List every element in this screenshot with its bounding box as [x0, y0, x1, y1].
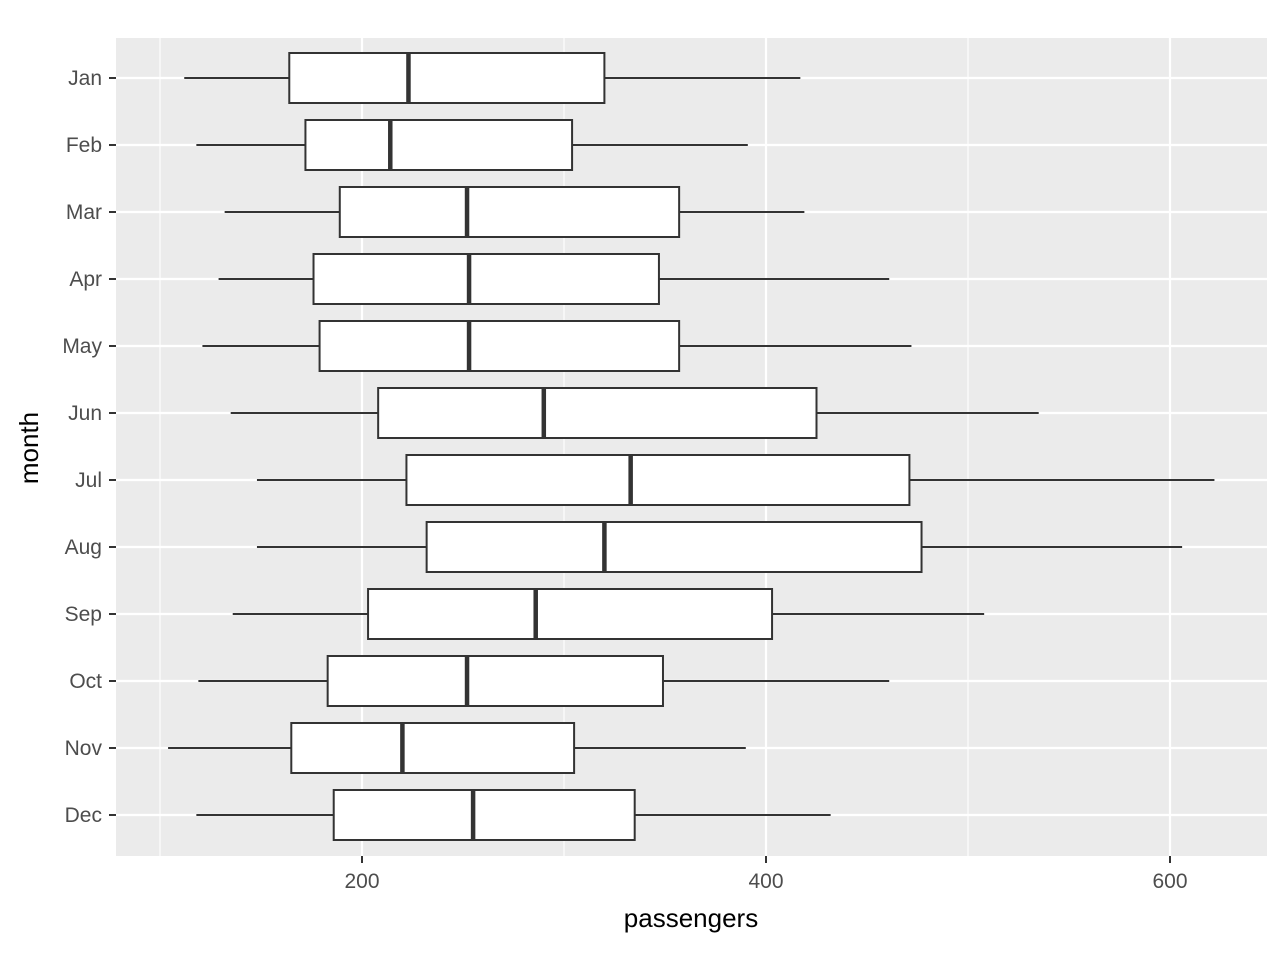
y-tick-label: Mar	[66, 201, 102, 224]
y-tick-label: Oct	[69, 670, 102, 693]
x-axis-title: passengers	[624, 903, 758, 933]
y-tick-label: May	[62, 335, 102, 358]
box-aug	[256, 521, 1183, 573]
iqr-box	[377, 387, 818, 439]
box-mar	[224, 186, 805, 238]
iqr-box	[304, 119, 574, 171]
box-apr	[218, 253, 890, 305]
iqr-box	[312, 253, 660, 305]
x-tick-label: 600	[1152, 870, 1187, 893]
iqr-box	[367, 588, 774, 640]
axes: Jan Feb Mar Apr May Jun Jul Aug Sep Oct Nov Dec 200 4…	[62, 67, 1187, 893]
iqr-box	[405, 454, 911, 506]
x-tick-label: 400	[748, 870, 783, 893]
iqr-box	[425, 521, 923, 573]
box-nov	[168, 722, 746, 774]
iqr-box	[326, 655, 664, 707]
y-tick-label: Jun	[68, 402, 102, 425]
iqr-box	[288, 52, 606, 104]
y-tick-label: Feb	[66, 134, 102, 157]
y-tick-label: Jan	[68, 67, 102, 90]
y-tick-label: Sep	[65, 603, 102, 626]
box-jun	[230, 387, 1039, 439]
y-tick-label: Jul	[75, 469, 102, 492]
iqr-box	[332, 789, 636, 841]
box-jan	[184, 52, 801, 104]
box-feb	[196, 119, 748, 171]
box-jul	[256, 454, 1215, 506]
box-sep	[232, 588, 985, 640]
panel-background	[116, 38, 1267, 856]
x-tick-label: 200	[344, 870, 379, 893]
iqr-box	[338, 186, 681, 238]
y-tick-label: Aug	[65, 536, 102, 559]
boxes	[168, 52, 1215, 841]
y-tick-label: Apr	[69, 268, 102, 291]
y-tick-label: Nov	[65, 737, 103, 760]
y-axis-title: month	[14, 412, 44, 484]
iqr-box	[318, 320, 681, 372]
iqr-box	[290, 722, 576, 774]
box-dec	[196, 789, 831, 841]
box-oct	[198, 655, 890, 707]
box-may	[202, 320, 912, 372]
y-tick-label: Dec	[65, 804, 102, 827]
